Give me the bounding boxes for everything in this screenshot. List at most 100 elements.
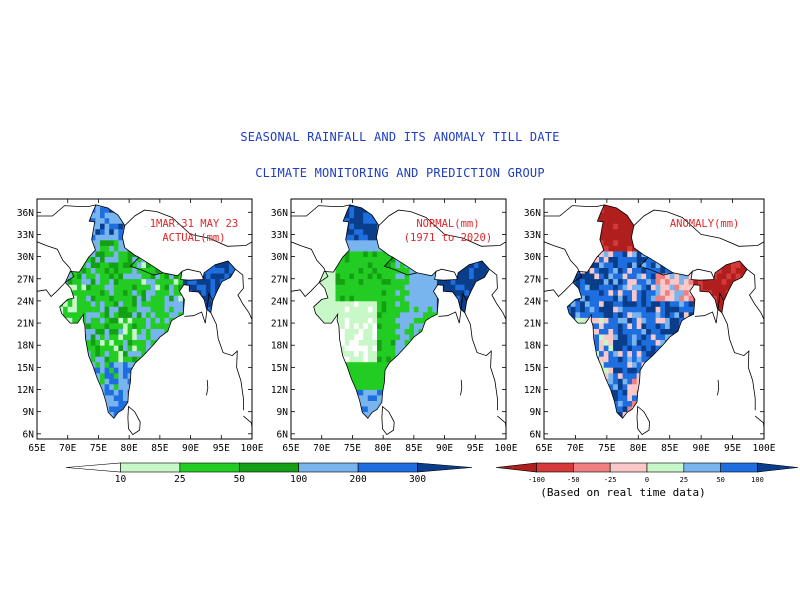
panel-label: NORMAL(mm) — [416, 218, 479, 230]
anomaly-note: (Based on real time data) — [540, 486, 706, 499]
colorbar-label: 25 — [174, 474, 185, 485]
andaman-islands — [206, 379, 209, 396]
main-title: SEASONAL RAINFALL AND ITS ANOMALY TILL D… — [240, 130, 560, 144]
andaman-islands — [717, 379, 720, 396]
colorbar-segment — [720, 462, 758, 473]
lat-tick-label: 36N — [17, 208, 34, 219]
lat-tick-label: 24N — [17, 296, 34, 307]
lon-tick-label: 95E — [724, 443, 741, 454]
neighbour-border — [378, 209, 506, 247]
neighbour-border — [694, 292, 725, 324]
colorbar-segment — [298, 462, 359, 473]
anomaly-colorbar: -100 -50 -25 0 25 50 100 (Based on real time da… — [495, 462, 799, 499]
neighbour-border — [746, 268, 764, 320]
colorbar-low-arrow — [495, 462, 537, 473]
lon-tick-label: 85E — [405, 443, 422, 454]
lat-tick-label: 15N — [17, 363, 34, 374]
map-panel-normal: 36N 33N 30N 27N 24N 21N 18N 15N 12N 9N 6N 65E 70E 75E… — [271, 198, 518, 454]
neighbour-border — [129, 257, 163, 276]
lat-tick-label: 15N — [524, 363, 541, 374]
colorbar-label: -100 — [528, 476, 545, 484]
panel-label: (1971 to 2020) — [404, 232, 493, 244]
neighbour-border — [633, 209, 764, 247]
colorbar-label: 300 — [409, 474, 426, 485]
india-outline — [59, 204, 236, 419]
colorbar-label: 25 — [680, 476, 688, 484]
lat-tick-label: 18N — [17, 341, 34, 352]
colorbar-low-arrow — [65, 462, 121, 473]
lat-tick-label: 36N — [271, 208, 288, 219]
colorbar-segment — [238, 462, 300, 473]
lat-tick-label: 36N — [524, 208, 541, 219]
lon-tick-label: 75E — [90, 443, 107, 454]
neighbour-border — [124, 209, 252, 247]
neighbour-border — [489, 268, 506, 320]
colorbar-high-arrow — [417, 462, 473, 473]
colorbar-label: 200 — [350, 474, 367, 485]
lat-tick-label: 18N — [524, 341, 541, 352]
lat-tick-label: 9N — [530, 407, 542, 418]
neighbour-border — [37, 241, 75, 298]
colorbar-segment — [120, 462, 181, 473]
lon-tick-label: 90E — [182, 443, 199, 454]
lat-tick-label: 33N — [17, 230, 34, 241]
colorbar-label: 50 — [234, 474, 246, 485]
lat-tick-label: 6N — [23, 429, 35, 440]
lon-tick-label: 80E — [630, 443, 647, 454]
neighbour-border — [37, 204, 97, 217]
sri-lanka-outline — [636, 405, 651, 436]
neighbour-border — [184, 292, 214, 324]
lat-tick-label: 18N — [271, 341, 288, 352]
colorbar-segment — [179, 462, 240, 473]
lon-tick-label: 75E — [344, 443, 361, 454]
lon-tick-label: 70E — [59, 443, 76, 454]
neighbour-border — [181, 268, 204, 279]
lat-tick-label: 12N — [271, 385, 288, 396]
neighbour-border — [291, 204, 351, 217]
boundary-lines — [544, 204, 764, 436]
lat-tick-label: 6N — [530, 429, 542, 440]
lat-tick-label: 30N — [17, 252, 34, 263]
colorbar-label: -50 — [567, 476, 580, 484]
colorbar-segment — [683, 462, 721, 473]
subtitle: CLIMATE MONITORING AND PREDICTION GROUP — [255, 166, 545, 180]
lon-tick-label: 65E — [535, 443, 552, 454]
neighbour-border — [638, 257, 673, 276]
colorbar-segment — [573, 462, 611, 473]
colorbar-label: 100 — [290, 474, 307, 485]
panel-label: ANOMALY(mm) — [670, 218, 740, 230]
lon-tick-label: 65E — [282, 443, 299, 454]
lat-tick-label: 27N — [271, 274, 288, 285]
lat-tick-label: 30N — [524, 252, 541, 263]
lat-tick-label: 6N — [277, 429, 289, 440]
andaman-islands — [460, 379, 463, 396]
lat-tick-label: 27N — [524, 274, 541, 285]
lon-tick-label: 85E — [661, 443, 678, 454]
sri-lanka-outline — [127, 405, 141, 436]
neighbour-border — [291, 241, 329, 298]
lat-tick-label: 21N — [524, 319, 541, 330]
neighbour-border — [464, 312, 498, 411]
lon-tick-label: 70E — [567, 443, 584, 454]
lon-tick-label: 85E — [151, 443, 168, 454]
lon-tick-label: 75E — [598, 443, 615, 454]
colorbar-segment — [646, 462, 685, 473]
lat-tick-label: 15N — [271, 363, 288, 374]
lat-tick-label: 9N — [23, 407, 35, 418]
panel-frame — [543, 198, 765, 440]
panel-label: 1MAR-31 MAY 23 — [150, 218, 239, 230]
colorbar-segment — [609, 462, 648, 473]
lat-tick-label: 27N — [17, 274, 34, 285]
lat-tick-label: 21N — [271, 319, 288, 330]
lat-tick-label: 21N — [17, 319, 34, 330]
neighbour-border — [692, 268, 715, 279]
lat-tick-label: 24N — [524, 296, 541, 307]
neighbour-border — [438, 292, 468, 324]
neighbour-border — [210, 312, 244, 411]
lon-tick-label: 80E — [121, 443, 138, 454]
lat-tick-label: 12N — [524, 385, 541, 396]
colorbar-segment — [536, 462, 574, 473]
neighbour-border — [235, 268, 252, 320]
lon-tick-label: 80E — [375, 443, 392, 454]
